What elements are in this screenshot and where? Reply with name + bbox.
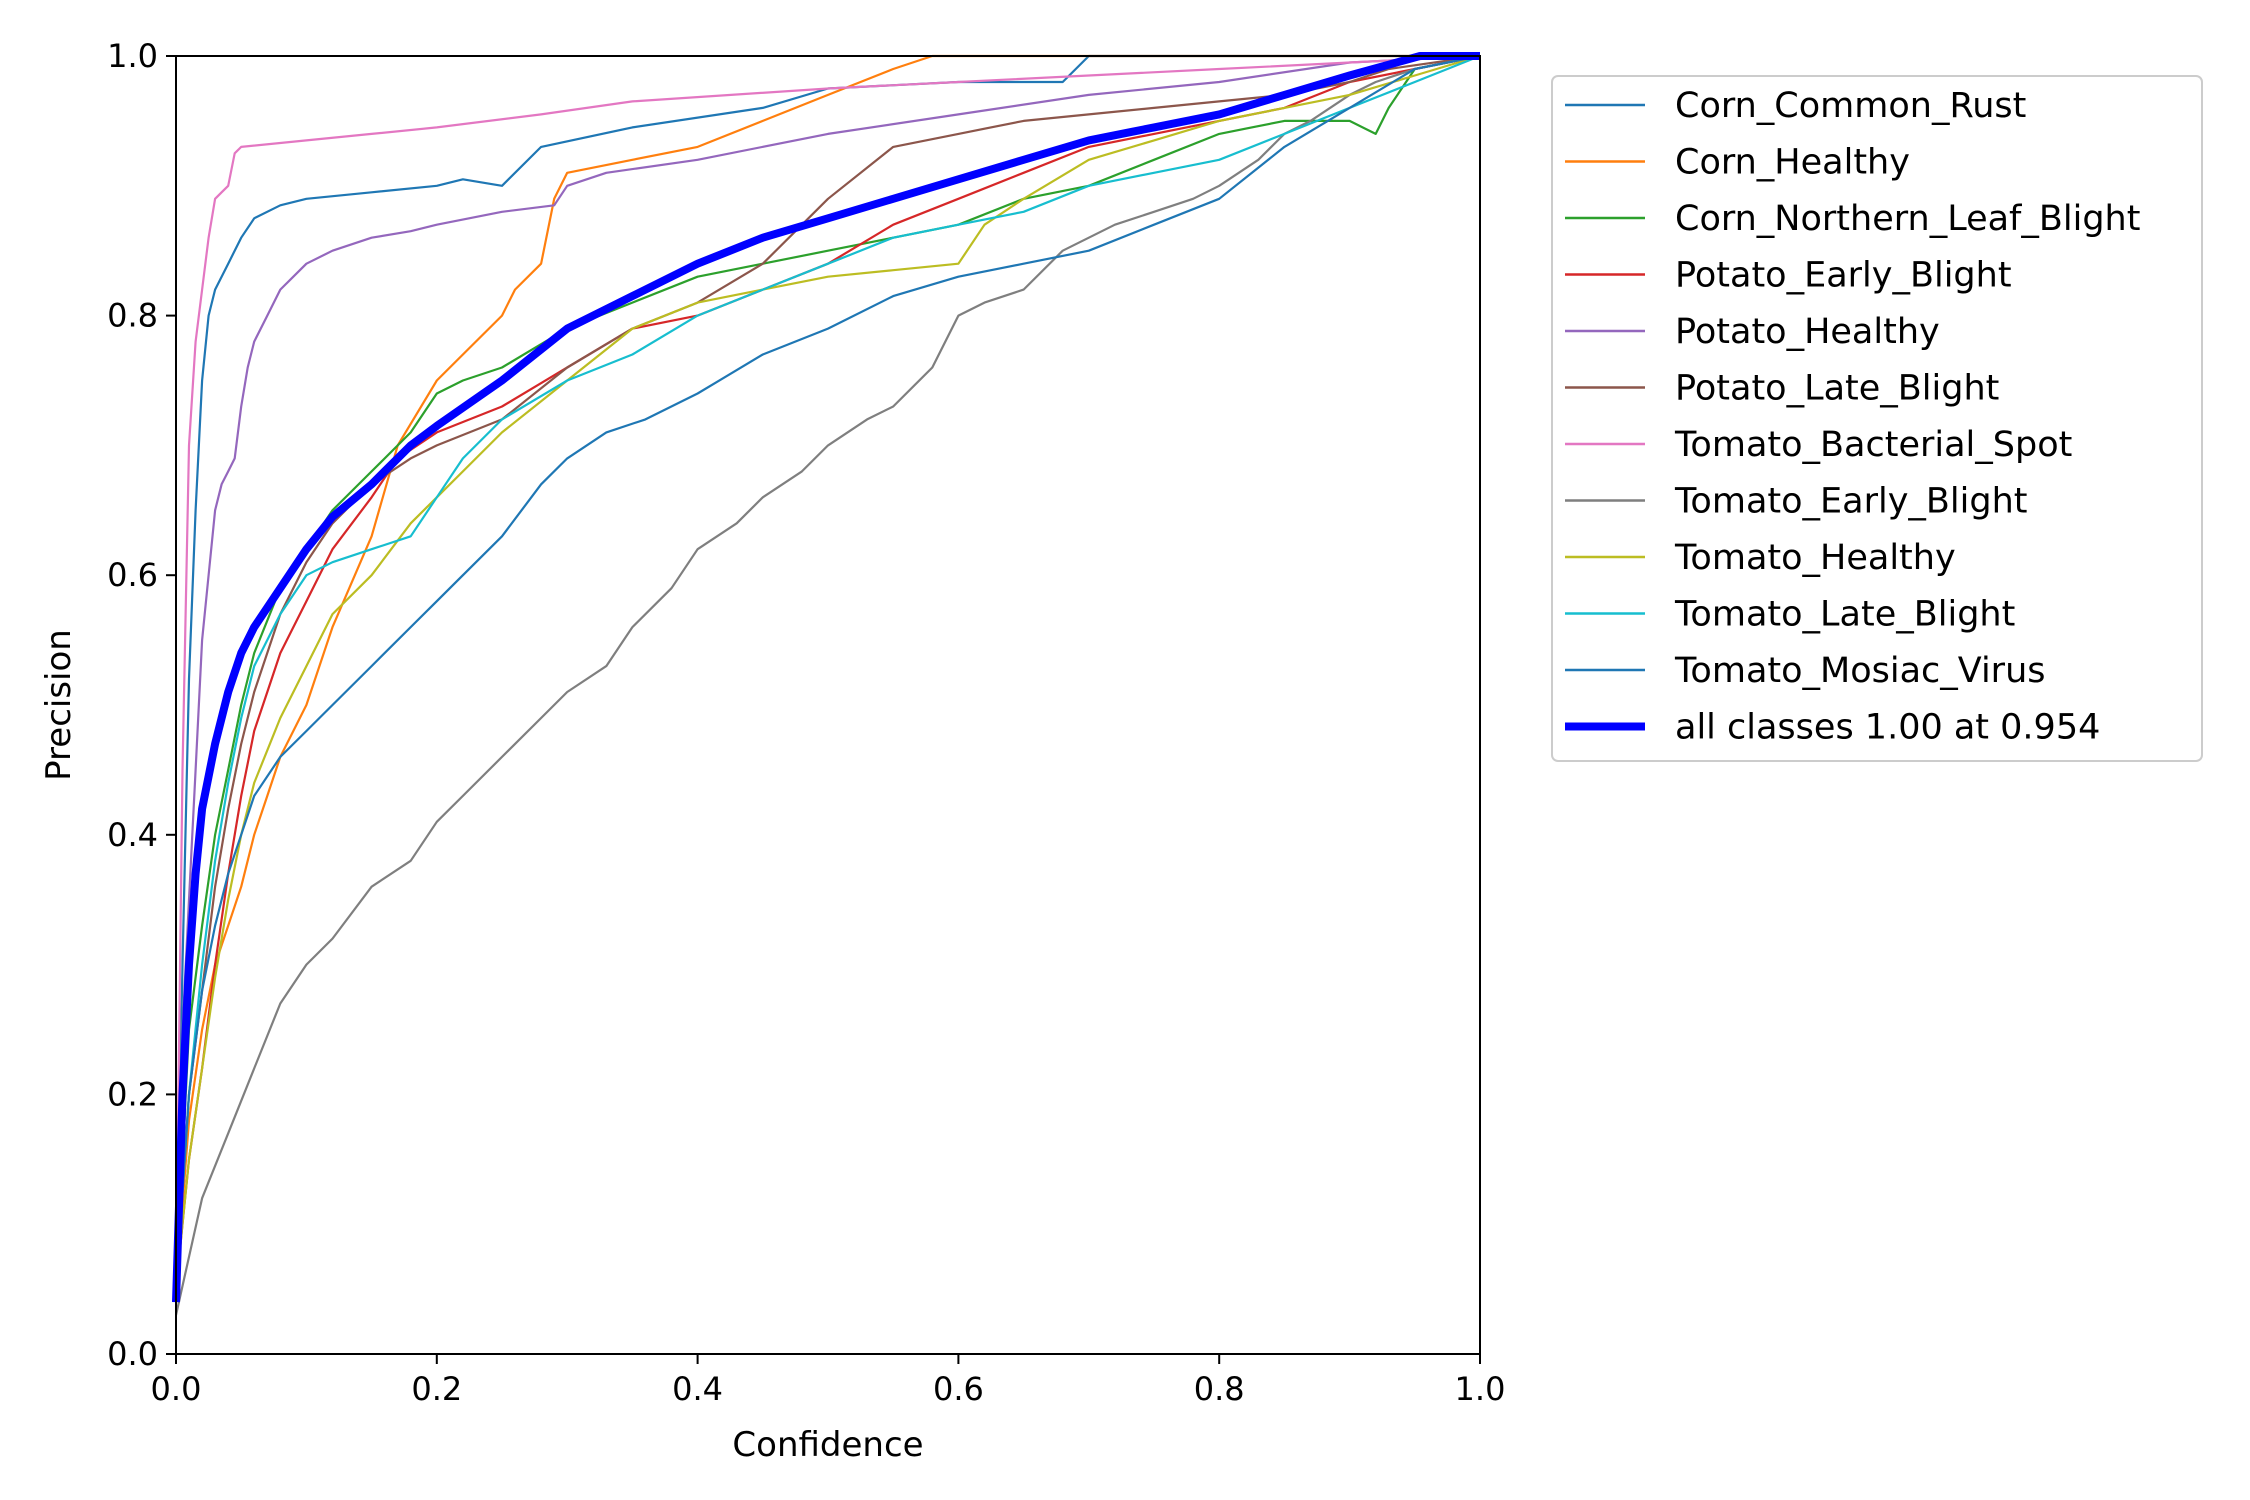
legend-label-10: Tomato_Mosiac_Virus	[1674, 651, 2046, 691]
plot-lines	[172, 52, 1481, 1316]
legend-label-4: Potato_Healthy	[1675, 312, 1940, 352]
x-tick-label: 0.6	[933, 1370, 984, 1408]
legend-label-2: Corn_Northern_Leaf_Blight	[1675, 199, 2140, 239]
legend-label-6: Tomato_Bacterial_Spot	[1674, 425, 2072, 465]
x-axis-ticks: 0.0 0.2 0.4 0.6 0.8 1.0	[151, 1354, 1506, 1408]
series-line-9	[174, 54, 1481, 1290]
legend-label-5: Potato_Late_Blight	[1675, 369, 1999, 409]
series-line-6	[174, 54, 1481, 1290]
series-line-10	[174, 54, 1481, 1290]
legend-label-9: Tomato_Late_Blight	[1674, 595, 2015, 635]
series-line-4	[174, 54, 1481, 1290]
x-tick-label: 0.0	[151, 1370, 202, 1408]
legend-label-7: Tomato_Early_Blight	[1674, 482, 2028, 522]
y-axis-ticks: 0.0 0.2 0.4 0.6 0.8 1.0	[107, 37, 176, 1373]
plot-frame	[175, 55, 1481, 1355]
x-tick-label: 0.8	[1194, 1370, 1245, 1408]
x-tick-label: 0.2	[411, 1370, 462, 1408]
legend-label-1: Corn_Healthy	[1675, 143, 1910, 183]
legend-label-0: Corn_Common_Rust	[1675, 86, 2026, 126]
series-line-11	[172, 52, 1480, 1303]
legend-label-3: Potato_Early_Blight	[1675, 256, 2012, 296]
x-axis-label: Confidence	[732, 1425, 923, 1465]
x-tick-label: 1.0	[1455, 1370, 1506, 1408]
y-tick-label: 0.2	[107, 1075, 158, 1113]
y-tick-label: 0.6	[107, 556, 158, 594]
x-tick-label: 0.4	[672, 1370, 723, 1408]
legend-label-8: Tomato_Healthy	[1674, 538, 1956, 578]
legend-label-11: all classes 1.00 at 0.954	[1675, 708, 2100, 748]
legend: Corn_Common_Rust Corn_Healthy Corn_Norther…	[1551, 75, 2203, 762]
series-line-3	[174, 54, 1481, 1290]
y-tick-label: 0.8	[107, 297, 158, 335]
series-line-1	[174, 54, 1480, 1290]
legend-box	[1551, 75, 2203, 762]
series-line-5	[174, 54, 1481, 1290]
series-line-7	[174, 54, 1481, 1316]
y-tick-label: 0.4	[107, 816, 158, 854]
y-tick-label: 1.0	[107, 37, 158, 75]
y-tick-label: 0.0	[107, 1335, 158, 1373]
y-axis-label: Precision	[39, 629, 79, 781]
